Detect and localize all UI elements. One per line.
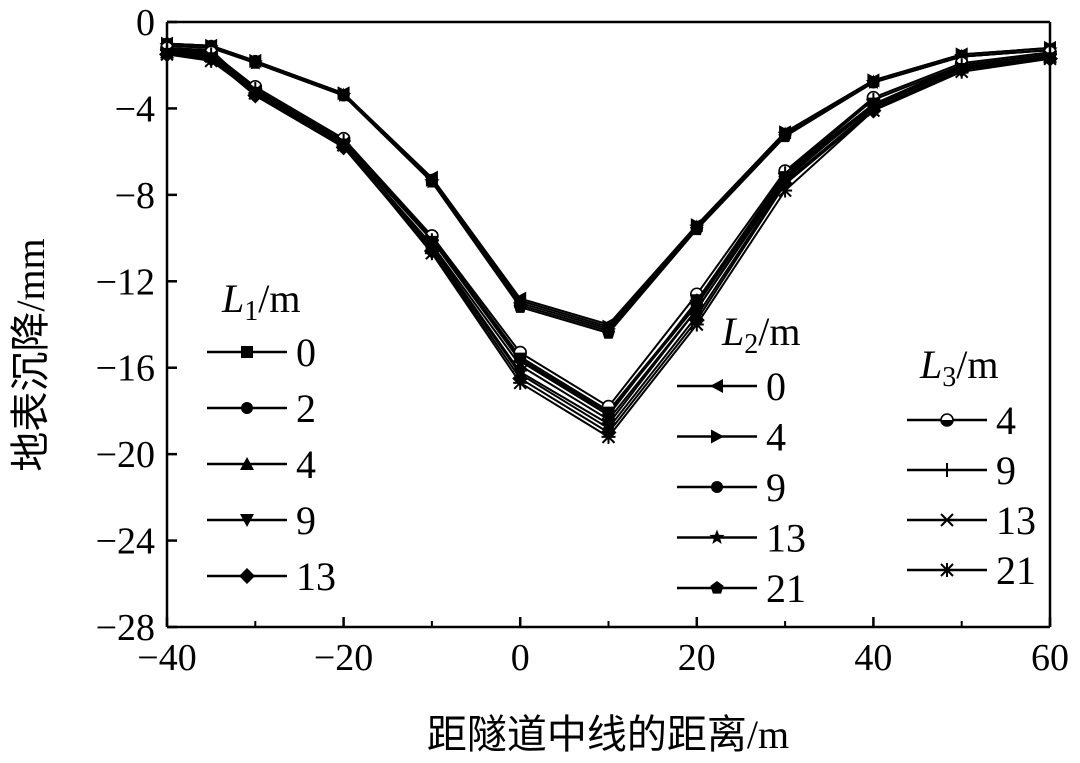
axes-layer: −40 −20 0 20 40 600−4−8−12−16−20−24−28: [96, 2, 1069, 679]
data-point: [601, 417, 616, 431]
legend-label: 21: [766, 566, 806, 611]
legend-label: 4: [766, 415, 786, 460]
data-point: [248, 86, 263, 101]
data-point: [424, 246, 439, 261]
legend-item-0: 0: [207, 330, 316, 375]
legend-marker: [940, 463, 954, 477]
legend-item-0: 0: [677, 364, 786, 409]
legend-item-2: 2: [207, 386, 316, 431]
legend-marker: [239, 568, 255, 584]
legend-marker: [240, 514, 254, 527]
legend-group-3: L3/m 4 9 13 21: [907, 342, 1036, 593]
data-point: [425, 174, 439, 188]
data-point: [778, 183, 793, 198]
x-tick-label: 0: [511, 637, 530, 679]
series-line: [166, 53, 1051, 439]
y-tick-label: 0: [136, 2, 155, 44]
legend-marker: [711, 481, 723, 493]
legend-title: L1/m: [221, 276, 300, 327]
data-point: [248, 56, 262, 69]
legend-label: 0: [296, 330, 316, 375]
legend-item-13: 13: [207, 554, 336, 599]
data-point: [866, 75, 881, 89]
legend-marker: [940, 413, 954, 427]
data-point: [204, 53, 219, 68]
series-layer: [159, 36, 1058, 444]
series-line: [166, 49, 1051, 417]
legend-label: 13: [766, 516, 806, 561]
data-point: [601, 429, 616, 444]
legend-label: 2: [296, 386, 316, 431]
legend-label: 9: [996, 448, 1016, 493]
legend-group-2: L2/m0 4 9 13 21: [677, 309, 806, 611]
legend-item-9: 9: [677, 465, 786, 510]
series-line: [166, 51, 1051, 426]
legend-group-1: L1/m0 2 4 9 13: [207, 276, 336, 599]
legend-marker: [710, 581, 724, 594]
legend-item-4: 4: [677, 415, 786, 460]
data-point: [689, 317, 704, 332]
legend-label: 21: [996, 548, 1036, 593]
y-axis-title: 地表沉降/mm: [8, 238, 53, 471]
legend-title: L3/m: [919, 342, 998, 393]
y-tick-label: −16: [96, 348, 155, 390]
y-tick-label: −12: [96, 261, 155, 303]
legend-item-9: 9: [907, 448, 1016, 493]
x-axis-title: 距隧道中线的距离/m: [427, 712, 789, 757]
legend-item-4: 4: [207, 442, 316, 487]
legend-label: 0: [766, 364, 786, 409]
data-point: [778, 166, 793, 181]
data-point: [513, 375, 528, 390]
data-point: [866, 103, 881, 118]
legend-marker: [240, 457, 254, 470]
data-point: [601, 326, 616, 339]
legend-item-13: 13: [907, 498, 1036, 543]
legend-item-21: 21: [907, 548, 1036, 593]
y-tick-label: −4: [115, 88, 155, 130]
y-tick-label: −24: [96, 521, 155, 563]
legend-label: 9: [766, 465, 786, 510]
legend-label: 13: [996, 498, 1036, 543]
data-point: [336, 138, 351, 153]
data-point: [513, 354, 528, 369]
x-tick-label: 20: [678, 637, 716, 679]
x-tick-label: −20: [314, 637, 373, 679]
legend-marker: [710, 379, 723, 393]
series-line: [166, 46, 1051, 408]
data-point: [778, 129, 792, 143]
data-point: [690, 302, 704, 317]
legend-label: 13: [296, 554, 336, 599]
data-point: [954, 64, 969, 79]
legend-marker: [241, 402, 253, 414]
legend-marker: [241, 346, 253, 358]
legend-item-13: 13: [677, 516, 806, 561]
legend-label: 9: [296, 498, 316, 543]
x-tick-label: −40: [137, 637, 196, 679]
legend-marker: [940, 563, 954, 577]
legend-item-9: 9: [207, 498, 316, 543]
x-tick-label: 60: [1031, 637, 1069, 679]
legend-marker: [709, 529, 725, 544]
data-point: [690, 222, 704, 236]
data-point: [778, 173, 792, 187]
x-tick-label: 40: [854, 637, 892, 679]
legend-marker: [940, 513, 954, 527]
series-line: [166, 53, 1051, 434]
legend-label: 4: [996, 398, 1016, 443]
legend-item-21: 21: [677, 566, 806, 611]
y-tick-label: −28: [96, 607, 155, 649]
data-point: [513, 300, 527, 313]
legend-title: L2/m: [721, 309, 800, 360]
legend-marker: [711, 429, 724, 444]
legend-label: 4: [296, 442, 316, 487]
y-tick-label: −20: [96, 434, 155, 476]
data-point: [689, 293, 704, 308]
data-point: [601, 408, 616, 423]
y-tick-label: −8: [115, 175, 155, 217]
series-line: [166, 44, 1051, 335]
legend-item-4: 4: [907, 398, 1016, 443]
data-point: [336, 88, 351, 102]
